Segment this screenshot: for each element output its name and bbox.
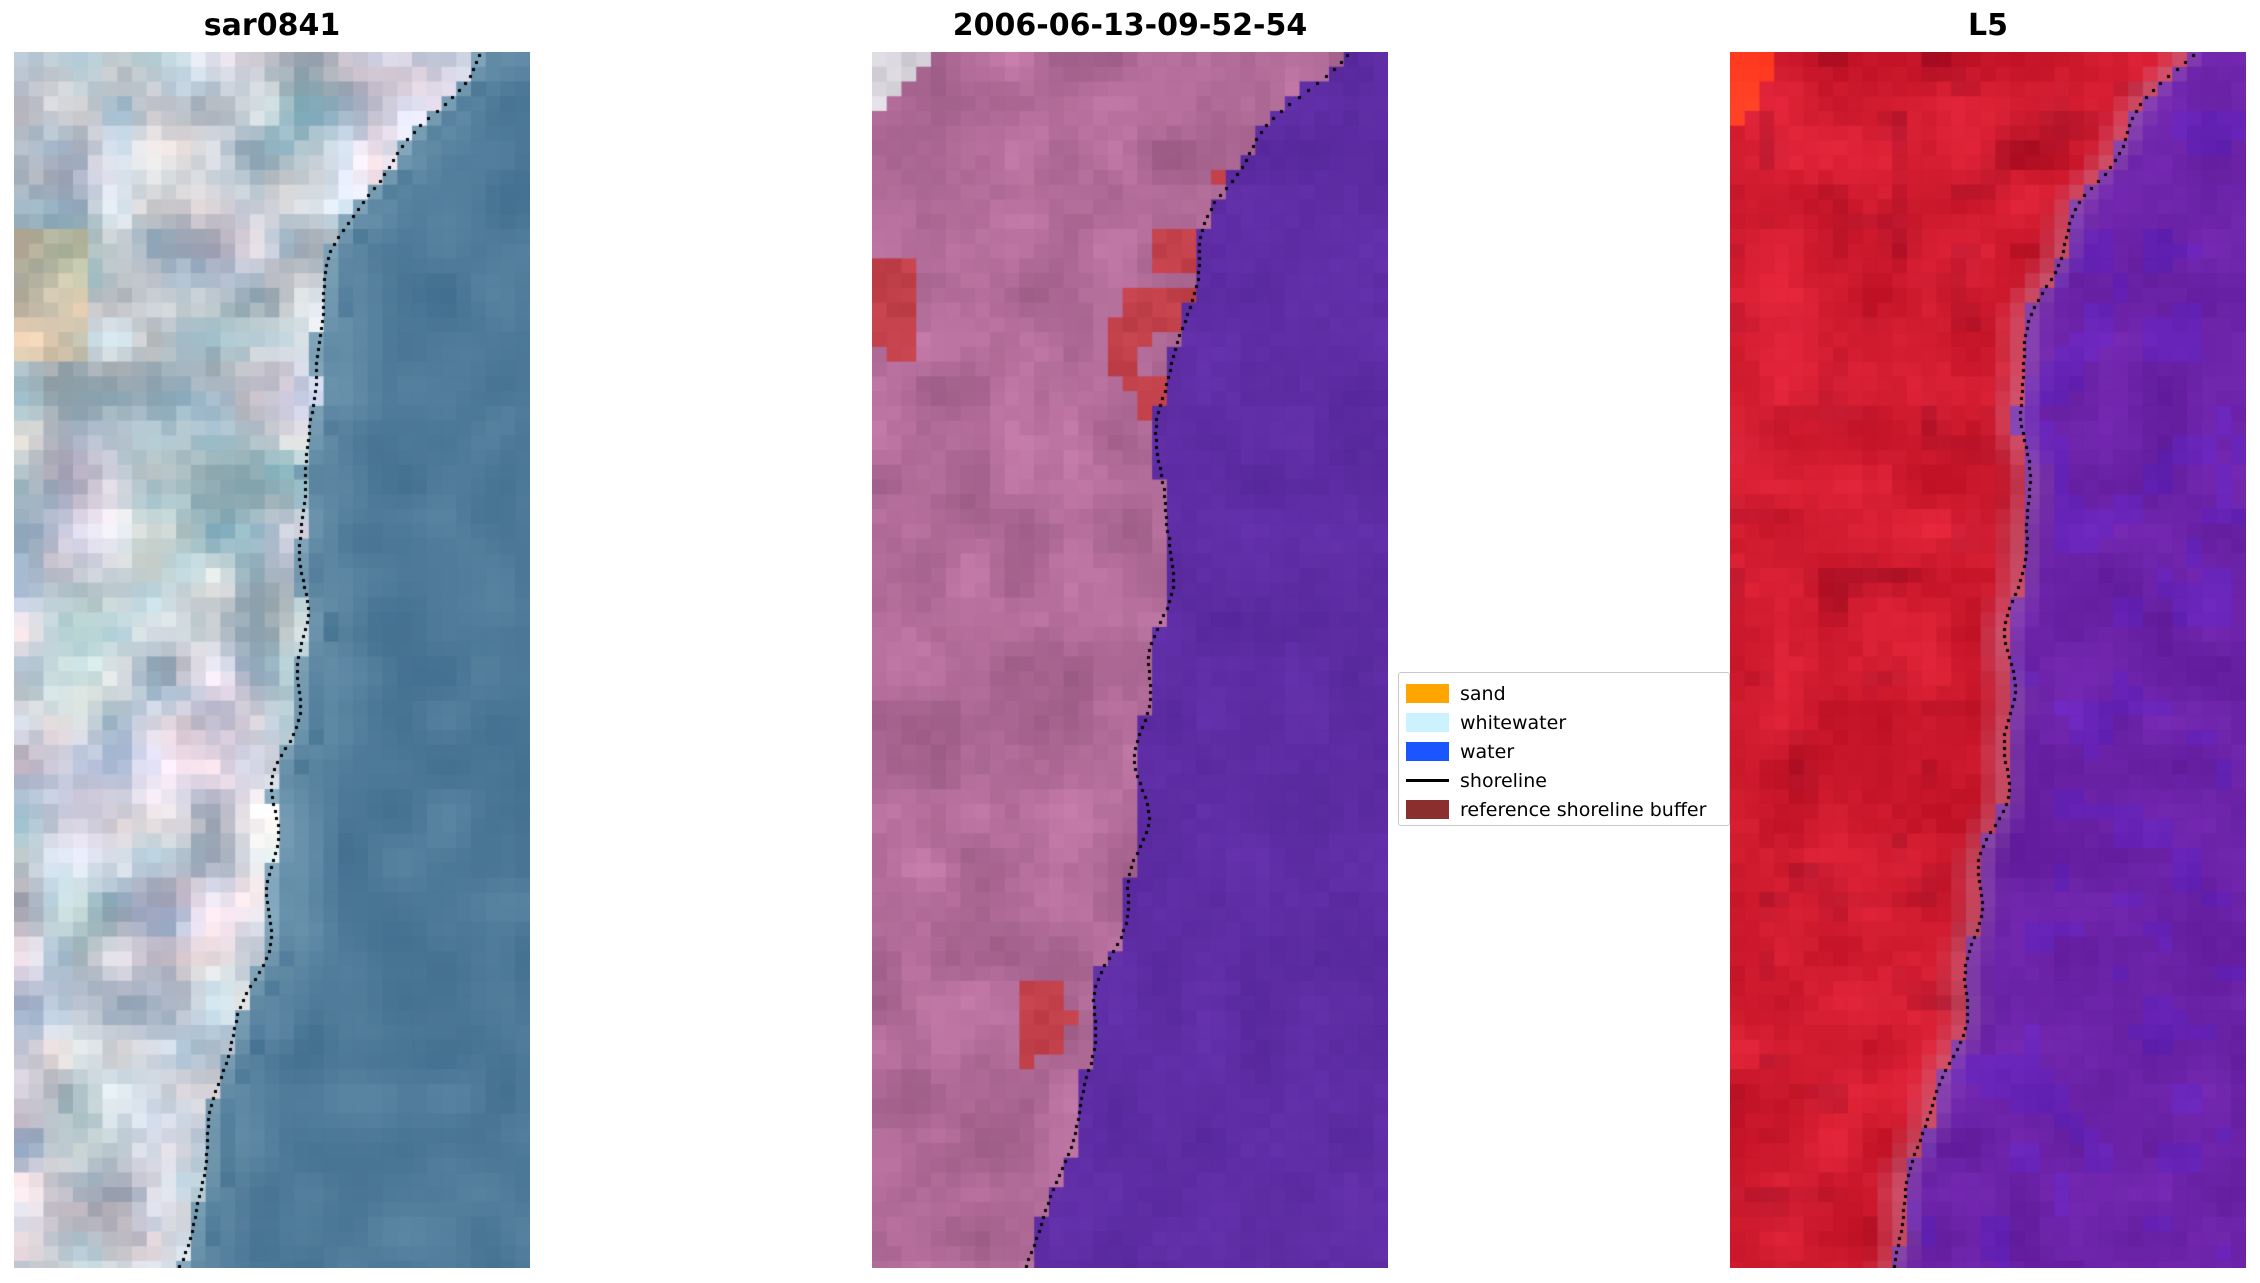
panel-image-sar: [14, 52, 530, 1268]
panel-sar: sar0841: [14, 8, 530, 1268]
legend-label: whitewater: [1460, 711, 1567, 734]
panel-image-classified: [872, 52, 1388, 1268]
legend-line-shoreline: [1406, 779, 1449, 782]
panel-l5: L5: [1730, 8, 2246, 1268]
legend-label: reference shoreline buffer: [1460, 798, 1707, 821]
legend-item: whitewater: [1406, 708, 1729, 737]
legend-swatch-reference-buffer: [1406, 800, 1449, 819]
panel-title: sar0841: [203, 8, 341, 43]
panel-classified: 2006-06-13-09-52-54: [872, 8, 1388, 1268]
legend-label: water: [1460, 740, 1515, 763]
panel-image-l5: [1730, 52, 2246, 1268]
legend-swatch-water: [1406, 742, 1449, 761]
legend-swatch-sand: [1406, 684, 1449, 703]
panel-title: 2006-06-13-09-52-54: [952, 8, 1308, 43]
legend-item: sand: [1406, 679, 1729, 708]
panel-title: L5: [1968, 8, 2008, 43]
legend-label: shoreline: [1460, 769, 1547, 792]
legend-item: reference shoreline buffer: [1406, 795, 1729, 824]
legend-label: sand: [1460, 682, 1506, 705]
legend-item: shoreline: [1406, 766, 1729, 795]
legend-item: water: [1406, 737, 1729, 766]
legend-box: sand whitewater water shoreline referenc…: [1398, 672, 1730, 826]
legend-swatch-whitewater: [1406, 713, 1449, 732]
